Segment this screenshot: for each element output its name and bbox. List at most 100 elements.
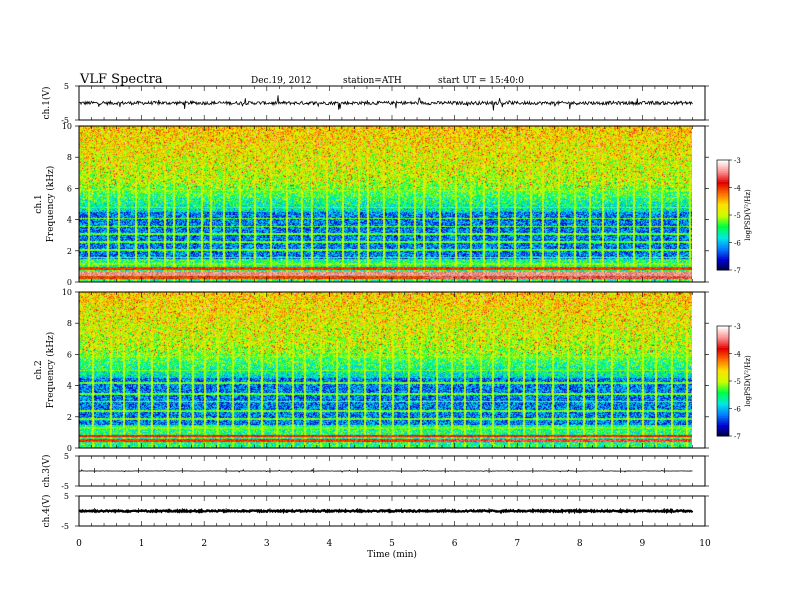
colorbar-swatch	[717, 335, 729, 338]
start-time-label: start UT = 15:40:0	[438, 76, 524, 86]
colorbar-label: logPSD(V²/Hz)	[744, 189, 752, 241]
colorbar-swatch	[717, 238, 729, 242]
colorbar-swatch	[717, 160, 729, 163]
colorbar-swatch	[717, 415, 729, 419]
colorbar-swatch	[717, 207, 729, 210]
colorbar-swatch	[717, 401, 729, 404]
colorbar-swatch	[717, 255, 729, 258]
colorbar-swatch	[717, 259, 729, 262]
colorbar-swatch	[717, 333, 729, 336]
colorbar-swatch	[717, 266, 729, 269]
colorbar-swatch	[717, 185, 729, 188]
colorbar-swatch	[717, 169, 729, 172]
colorbar-swatch	[717, 349, 729, 353]
ylabel-ch1-waveform: ch.1(V)	[41, 87, 52, 120]
colorbar-swatch	[717, 399, 729, 402]
xtick-label: 5	[389, 539, 395, 549]
colorbar-label: logPSD(V²/Hz)	[744, 355, 752, 407]
colorbar-swatch	[717, 342, 729, 345]
colorbar-swatch	[717, 174, 729, 177]
colorbar-swatch	[717, 408, 729, 411]
colorbar-swatch	[717, 348, 729, 351]
colorbar-swatch	[717, 395, 729, 398]
colorbar-swatch	[717, 404, 729, 408]
colorbar-swatch	[717, 419, 729, 422]
xtick-label: 0	[76, 539, 82, 549]
station-label: station=ATH	[343, 76, 402, 86]
colorbar-swatch	[717, 357, 729, 360]
colorbar-swatch	[717, 264, 729, 267]
ytick-label: 5	[64, 452, 69, 461]
ylabel-ch3-waveform: ch.3(V)	[41, 455, 52, 488]
colorbar-swatch	[717, 248, 729, 251]
colorbar-swatch	[717, 397, 729, 400]
colorbar-tick-label: -5	[734, 378, 741, 386]
ytick-label: -5	[61, 116, 69, 125]
colorbar-swatch	[717, 370, 729, 373]
colorbar-swatch	[717, 426, 729, 430]
colorbar-swatch	[717, 410, 729, 413]
ylabel-ch1-spectrogram: ch.1	[34, 194, 44, 213]
ytick-label: 8	[67, 319, 72, 328]
colorbar-swatch	[717, 382, 729, 386]
colorbar-tick-label: -4	[734, 351, 741, 359]
colorbar-swatch	[717, 366, 729, 369]
ylabel-ch2-spectrogram: ch.2	[34, 360, 44, 379]
colorbar-swatch	[717, 338, 729, 342]
colorbar-swatch	[717, 393, 729, 397]
colorbar-swatch	[717, 249, 729, 253]
colorbar-swatch	[717, 216, 729, 220]
colorbar-swatch	[717, 368, 729, 371]
colorbar-swatch	[717, 191, 729, 194]
colorbar-swatch	[717, 353, 729, 356]
ytick-label: -5	[61, 482, 69, 491]
colorbar-swatch	[717, 163, 729, 166]
colorbar-swatch	[717, 171, 729, 174]
xtick-label: 1	[139, 539, 145, 549]
heatmap-ch2-spectrogram	[79, 292, 692, 448]
date-label: Dec.19, 2012	[251, 76, 312, 86]
ytick-label: 4	[67, 382, 72, 391]
heatmap-ch1-spectrogram	[79, 126, 692, 282]
ytick-label: 0	[67, 444, 72, 453]
colorbar-swatch	[717, 406, 729, 409]
colorbar-swatch	[717, 375, 729, 378]
colorbar-swatch	[717, 242, 729, 245]
colorbar-swatch	[717, 434, 729, 437]
colorbar-swatch	[717, 362, 729, 365]
colorbar-swatch	[717, 176, 729, 179]
colorbar-swatch	[717, 226, 729, 229]
colorbar-swatch	[717, 373, 729, 376]
colorbar-swatch	[717, 253, 729, 256]
ytick-label: 10	[62, 122, 72, 131]
colorbar-swatch	[717, 371, 729, 375]
colorbar-swatch	[717, 240, 729, 243]
colorbar-swatch	[717, 384, 729, 387]
colorbar-swatch	[717, 218, 729, 221]
colorbar-tick-label: -3	[734, 323, 741, 331]
colorbar-swatch	[717, 340, 729, 343]
colorbar-swatch	[717, 237, 729, 240]
colorbar-swatch	[717, 364, 729, 367]
ylabel-ch4-waveform: ch.4(V)	[41, 495, 52, 528]
ytick-label: 10	[62, 288, 72, 297]
colorbar-swatch	[717, 193, 729, 196]
xtick-label: 6	[452, 539, 458, 549]
colorbar-swatch	[717, 202, 729, 205]
ytick-label: 5	[64, 492, 69, 501]
colorbar-swatch	[717, 329, 729, 332]
colorbar-swatch	[717, 215, 729, 218]
colorbar-swatch	[717, 337, 729, 340]
colorbar-swatch	[717, 167, 729, 170]
colorbar-swatch	[717, 227, 729, 231]
ylabel2-ch2-spectrogram: Frequency (kHz)	[45, 332, 56, 409]
colorbar-swatch	[717, 359, 729, 362]
colorbar-tick-label: -6	[734, 406, 741, 414]
colorbar-swatch	[717, 417, 729, 420]
colorbar-swatch	[717, 194, 729, 198]
colorbar-swatch	[717, 386, 729, 389]
colorbar-swatch	[717, 377, 729, 380]
colorbar-swatch	[717, 421, 729, 424]
colorbar-swatch	[717, 268, 729, 271]
